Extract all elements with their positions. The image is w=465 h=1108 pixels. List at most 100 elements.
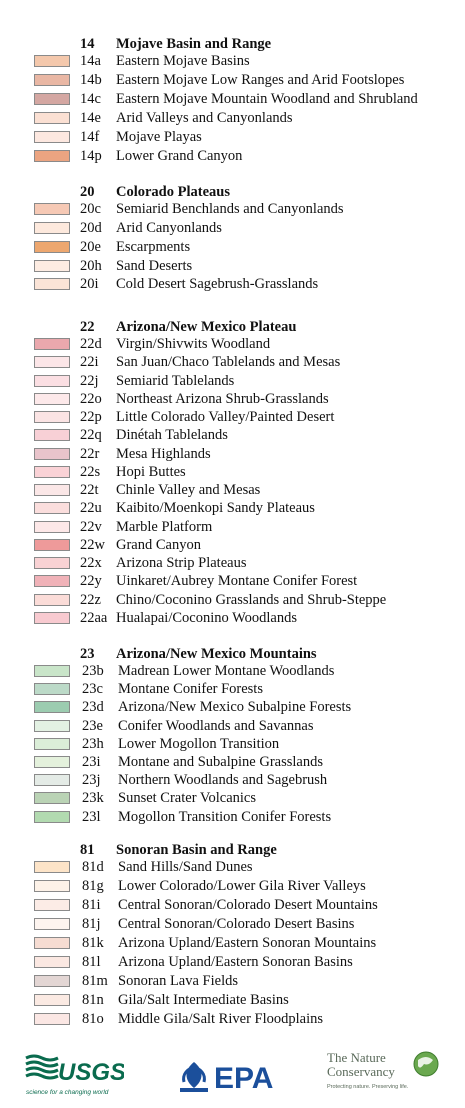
group-code: 20 [80,184,95,200]
ecoregion-code: 22x [80,555,102,571]
ecoregion-name: Lower Mogollon Transition [118,735,280,752]
tnc-line1: The Nature [327,1050,386,1065]
color-swatch [34,956,70,968]
color-swatch [34,975,70,987]
ecoregion-code: 23i [82,754,101,770]
ecoregion-name: Chinle Valley and Mesas [116,482,261,498]
ecoregion-name: Chino/Coconino Grasslands and Shrub-Step… [116,591,387,608]
ecoregion-code: 20d [80,219,102,236]
ecoregion-name: Middle Gila/Salt River Floodplains [118,1011,324,1027]
group-code: 14 [80,36,95,52]
usgs-tagline: science for a changing world [26,1089,109,1096]
ecoregion-code: 23b [82,663,104,679]
ecoregion-code: 22aa [80,609,108,626]
legend-item: 23i Montane and Subalpine Grasslands [34,753,459,771]
legend-item: 81d Sand Hills/Sand Dunes [34,858,459,876]
ecoregion-code: 23l [82,808,101,825]
ecoregion-code: 22j [80,372,99,389]
legend-item: 81g Lower Colorado/Lower Gila River Valle… [34,877,459,895]
ecoregion-legend: 14 Mojave Basin and Range 14a Eastern Mojav… [34,35,460,1027]
ecoregion-code: 14b [80,71,102,88]
legend-item: 81j Central Sonoran/Colorado Desert Basin… [34,915,459,933]
legend-item: 14p Lower Grand Canyon [34,147,459,165]
group-code: 81 [80,842,95,858]
color-swatch [34,774,70,787]
ecoregion-code: 81i [82,897,101,913]
legend-item: 14a Eastern Mojave Basins [34,52,459,70]
legend-item: 22x Arizona Strip Plateaus [34,554,459,572]
ecoregion-name: Sand Hills/Sand Dunes [118,859,253,875]
ecoregion-code: 22u [80,500,102,517]
color-swatch [34,899,70,911]
legend-item: 22o Northeast Arizona Shrub-Grasslands [34,390,459,408]
ecoregion-code: 81m [82,973,108,989]
ecoregion-code: 22q [80,427,102,444]
color-swatch [34,611,70,624]
ecoregion-name: Mogollon Transition Conifer Forests [118,808,332,825]
legend-item: 23k Sunset Crater Volcanics [34,789,459,807]
legend-item: 14e Arid Valleys and Canyonlands [34,109,459,127]
ecoregion-code: 20e [80,238,101,255]
color-swatch [34,792,70,805]
ecoregion-name: Sonoran Lava Fields [118,973,239,989]
ecoregion-name: Uinkaret/Aubrey Montane Conifer Forest [116,573,358,590]
ecoregion-code: 22d [80,336,102,352]
color-swatch [34,520,70,533]
ecoregion-name: Lower Colorado/Lower Gila River Valleys [118,878,366,894]
ecoregion-name: Arid Valleys and Canyonlands [116,109,293,126]
color-swatch [34,55,70,67]
group-title: 23 Arizona/New Mexico Mountains [80,645,460,663]
ecoregion-name: Escarpments [116,238,191,255]
ecoregion-code: 20c [80,201,101,217]
ecoregion-code: 22o [80,390,102,407]
usgs-logo: USGS science for a changing world [25,1054,124,1096]
ecoregion-name: Eastern Mojave Basins [116,53,250,69]
ecoregion-name: San Juan/Chaco Tablelands and Mesas [116,354,341,371]
ecoregion-code: 22s [80,463,101,480]
group-title: 22 Arizona/New Mexico Plateau [80,318,460,336]
tnc-tagline: Protecting nature. Preserving life. [327,1084,409,1090]
ecoregion-code: 22i [80,354,99,371]
ecoregion-name: Mojave Playas [116,128,202,145]
color-swatch [34,665,70,677]
ecoregion-code: 81d [82,859,104,875]
ecoregion-code: 81j [82,916,101,932]
color-swatch [34,810,70,823]
group-title: 14 Mojave Basin and Range [80,35,460,53]
color-swatch [34,221,70,234]
color-swatch [34,575,70,588]
color-swatch [34,918,70,930]
legend-item: 20h Sand Deserts [34,257,459,275]
group-code: 23 [80,646,95,662]
ecoregion-name: Arizona/New Mexico Subalpine Forests [118,699,352,716]
tnc-globe-icon [413,1051,439,1077]
legend-item: 23d Arizona/New Mexico Subalpine Forests [34,698,459,716]
color-swatch [34,392,70,405]
ecoregion-code: 14c [80,90,101,107]
legend-item: 22i San Juan/Chaco Tablelands and Mesas [34,353,459,371]
ecoregion-code: 14a [80,53,101,69]
color-swatch [34,338,70,350]
usgs-wordmark: USGS [58,1059,124,1086]
legend-item: 14b Eastern Mojave Low Ranges and Arid Fo… [34,71,459,89]
legend-item: 22p Little Colorado Valley/Painted Desert [34,408,459,426]
color-swatch [34,756,70,768]
legend-item: 14c Eastern Mojave Mountain Woodland and … [34,90,459,108]
legend-item: 22w Grand Canyon [34,536,459,554]
ecoregion-code: 22p [80,409,102,425]
ecoregion-name: Central Sonoran/Colorado Desert Basins [118,916,355,932]
legend-item: 22j Semiarid Tablelands [34,372,459,390]
legend-item: 23b Madrean Lower Montane Woodlands [34,662,459,680]
ecoregion-name: Dinétah Tablelands [116,427,228,444]
color-swatch [34,1013,70,1025]
group-name: Arizona/New Mexico Mountains [116,646,317,662]
color-swatch [34,502,70,515]
ecoregion-code: 14f [80,128,100,145]
legend-item: 20c Semiarid Benchlands and Canyonlands [34,200,459,218]
ecoregion-name: Virgin/Shivwits Woodland [116,336,271,352]
ecoregion-name: Central Sonoran/Colorado Desert Mountain… [118,897,378,913]
ecoregion-name: Lower Grand Canyon [116,147,243,164]
ecoregion-code: 81l [82,954,101,970]
color-swatch [34,278,70,291]
tnc-logo: The Nature Conservancy Protecting nature… [327,1050,439,1090]
